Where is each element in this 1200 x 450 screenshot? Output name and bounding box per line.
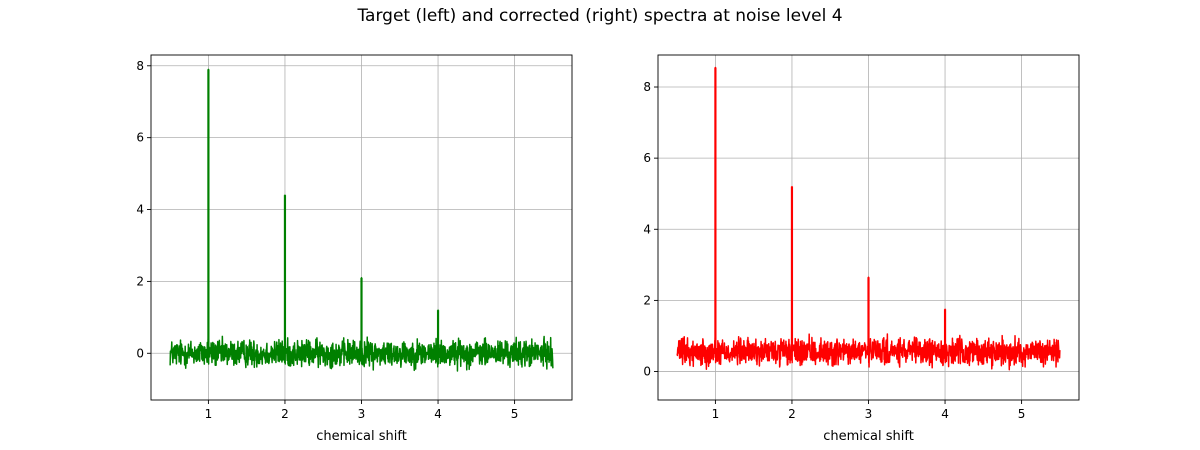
y-tick-label: 6 xyxy=(136,131,144,145)
y-tick-label: 0 xyxy=(136,346,144,360)
x-axis-label: chemical shift xyxy=(316,429,407,444)
x-tick-label: 2 xyxy=(788,407,796,421)
y-tick-label: 2 xyxy=(643,293,651,307)
x-tick-label: 1 xyxy=(712,407,720,421)
x-tick-label: 2 xyxy=(281,407,289,421)
x-tick-label: 5 xyxy=(511,407,519,421)
y-tick-label: 4 xyxy=(136,203,144,217)
target-spectrum-panel: 1 2 3 4 5 0 2 4 6 8 chemical shift xyxy=(136,54,573,444)
y-tick-label: 8 xyxy=(136,59,144,73)
y-tick-label: 0 xyxy=(643,365,651,379)
figure-title: Target (left) and corrected (right) spec… xyxy=(357,6,843,26)
y-tick-label: 6 xyxy=(643,151,651,165)
x-axis-label: chemical shift xyxy=(823,429,914,444)
x-tick-label: 5 xyxy=(1018,407,1026,421)
x-tick-label: 1 xyxy=(205,407,213,421)
corrected-spectrum-panel: 1 2 3 4 5 0 2 4 6 8 chemical shift xyxy=(643,54,1080,444)
y-tick-label: 4 xyxy=(643,222,651,236)
y-tick-label: 2 xyxy=(136,274,144,288)
y-tick-label: 8 xyxy=(643,80,651,94)
x-tick-label: 3 xyxy=(358,407,366,421)
x-tick-label: 4 xyxy=(434,407,442,421)
x-tick-label: 4 xyxy=(941,407,949,421)
x-tick-label: 3 xyxy=(865,407,873,421)
